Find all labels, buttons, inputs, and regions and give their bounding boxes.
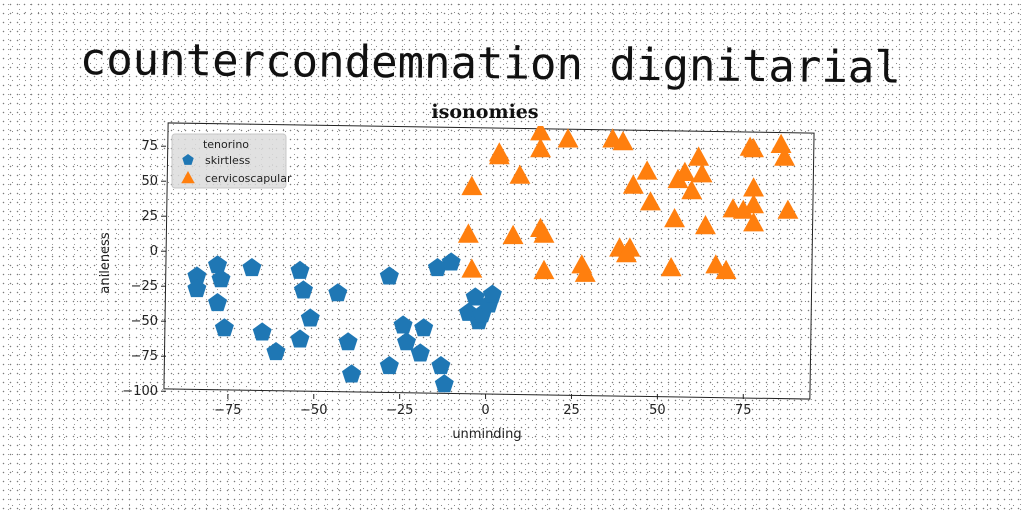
data-point-cervicoscapular bbox=[530, 138, 551, 158]
data-point-skirtless bbox=[410, 343, 430, 362]
data-point-cervicoscapular bbox=[660, 257, 682, 277]
data-point-cervicoscapular bbox=[509, 164, 531, 184]
data-point-skirtless bbox=[414, 318, 434, 337]
y-tick-label: −25 bbox=[131, 279, 158, 294]
data-point-cervicoscapular bbox=[530, 126, 551, 141]
data-point-cervicoscapular bbox=[691, 163, 713, 183]
data-point-cervicoscapular bbox=[488, 142, 510, 162]
data-point-skirtless bbox=[208, 255, 228, 274]
data-point-skirtless bbox=[434, 374, 454, 393]
data-point-cervicoscapular bbox=[743, 212, 764, 232]
data-points bbox=[187, 126, 799, 393]
x-tick-label: 75 bbox=[735, 403, 752, 418]
x-tick-label: −75 bbox=[214, 403, 241, 418]
data-point-cervicoscapular bbox=[681, 180, 703, 200]
y-tick-label: 75 bbox=[141, 139, 158, 154]
data-point-skirtless bbox=[328, 283, 348, 302]
data-point-skirtless bbox=[300, 308, 320, 327]
data-point-skirtless bbox=[393, 315, 413, 334]
data-point-skirtless bbox=[431, 356, 451, 375]
x-axis-label: unminding bbox=[452, 427, 521, 442]
data-point-cervicoscapular bbox=[502, 224, 524, 245]
legend-box bbox=[171, 133, 287, 189]
data-point-skirtless bbox=[482, 284, 502, 303]
legend: tenorino skirtless cervicoscapular bbox=[171, 133, 292, 189]
data-point-skirtless bbox=[252, 322, 272, 341]
data-point-skirtless bbox=[338, 332, 358, 351]
data-point-skirtless bbox=[290, 260, 310, 279]
data-point-cervicoscapular bbox=[664, 208, 685, 228]
data-point-cervicoscapular bbox=[622, 174, 644, 194]
data-point-skirtless bbox=[427, 258, 447, 277]
data-point-skirtless bbox=[187, 279, 207, 298]
data-point-cervicoscapular bbox=[777, 199, 799, 219]
data-point-cervicoscapular bbox=[557, 128, 579, 148]
data-point-cervicoscapular bbox=[461, 258, 483, 278]
legend-marker-cervicoscapular bbox=[181, 171, 195, 184]
data-point-skirtless bbox=[290, 329, 310, 348]
data-point-cervicoscapular bbox=[743, 194, 764, 214]
data-point-skirtless bbox=[397, 332, 416, 351]
y-axis-label: anileness bbox=[98, 232, 113, 293]
y-tick-label: 25 bbox=[141, 209, 158, 224]
x-tick-label: −50 bbox=[300, 403, 327, 418]
axis-ticks: −75 −50 −25 0 25 50 75 −100 −75 −50 −25 0 25 50 75 bbox=[122, 139, 751, 418]
data-point-skirtless bbox=[214, 318, 234, 337]
legend-label-cervicoscapular: cervicoscapular bbox=[205, 172, 292, 185]
data-point-skirtless bbox=[242, 258, 262, 277]
y-tick-label: 0 bbox=[150, 244, 158, 259]
data-point-cervicoscapular bbox=[688, 146, 710, 166]
legend-marker-skirtless bbox=[182, 154, 194, 165]
data-point-cervicoscapular bbox=[640, 191, 661, 211]
legend-title: tenorino bbox=[203, 138, 249, 151]
legend-label-skirtless: skirtless bbox=[205, 154, 251, 167]
data-point-cervicoscapular bbox=[674, 161, 696, 181]
data-point-cervicoscapular bbox=[636, 160, 658, 180]
data-point-skirtless bbox=[379, 266, 399, 285]
data-point-cervicoscapular bbox=[619, 237, 641, 257]
data-point-cervicoscapular bbox=[774, 146, 795, 166]
data-point-skirtless bbox=[211, 269, 231, 288]
data-point-cervicoscapular bbox=[705, 254, 727, 274]
data-point-skirtless bbox=[293, 280, 313, 299]
x-tick-label: 0 bbox=[481, 403, 489, 418]
data-point-skirtless bbox=[187, 266, 207, 285]
data-point-skirtless bbox=[266, 342, 286, 361]
x-tick-label: 25 bbox=[563, 403, 580, 418]
data-point-cervicoscapular bbox=[457, 223, 479, 243]
y-tick-label: −50 bbox=[131, 314, 158, 329]
data-point-skirtless bbox=[441, 252, 461, 271]
x-tick-label: −25 bbox=[386, 403, 413, 418]
x-tick-label: 50 bbox=[649, 403, 666, 418]
plot-frame bbox=[163, 122, 815, 400]
y-tick-label: −100 bbox=[122, 384, 158, 399]
data-point-cervicoscapular bbox=[743, 177, 764, 197]
data-point-cervicoscapular bbox=[533, 223, 555, 243]
data-point-cervicoscapular bbox=[770, 133, 792, 153]
y-tick-label: −75 bbox=[131, 349, 158, 364]
data-point-cervicoscapular bbox=[743, 138, 764, 158]
data-point-skirtless bbox=[342, 364, 362, 383]
data-point-cervicoscapular bbox=[732, 199, 754, 219]
chart-title: isonomies bbox=[431, 101, 538, 123]
data-point-cervicoscapular bbox=[533, 259, 555, 280]
data-point-cervicoscapular bbox=[612, 131, 634, 151]
data-point-skirtless bbox=[379, 356, 399, 375]
data-point-skirtless bbox=[208, 293, 228, 312]
y-tick-label: 50 bbox=[141, 174, 158, 189]
data-point-cervicoscapular bbox=[695, 215, 716, 235]
data-point-cervicoscapular bbox=[461, 175, 483, 196]
data-point-cervicoscapular bbox=[715, 259, 737, 280]
data-point-cervicoscapular bbox=[574, 262, 596, 282]
